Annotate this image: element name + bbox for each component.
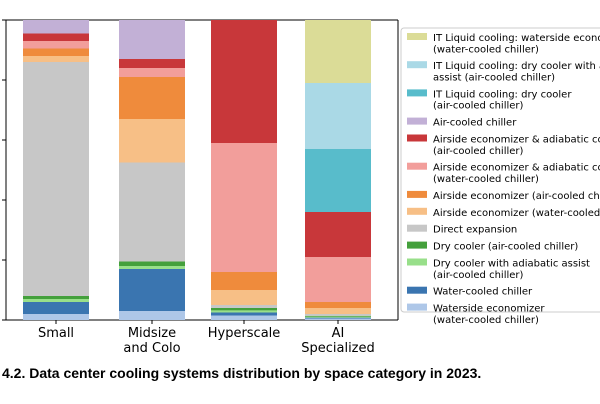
legend-label: Waterside economizer [433,304,545,315]
legend-label: Airside economizer (air-cooled chiller) [433,191,600,202]
bar-segment [23,299,89,302]
legend-swatch [407,258,427,266]
bar-segment [119,266,185,269]
bar-segment [23,296,89,299]
bar-segment [23,33,89,41]
bar-segment [305,315,371,317]
bar-segment [211,310,277,313]
bar-segment [211,308,277,311]
bar-segment [23,302,89,314]
legend-label: Airside economizer (water-cooled chiller… [433,208,600,219]
legend-label: Direct expansion [433,225,517,236]
bar-segment [119,311,185,320]
bar-segment [305,317,371,319]
bar-segment [119,269,185,311]
bar-segment [305,83,371,149]
bar-segment [305,318,371,320]
legend-swatch [407,286,427,294]
legend-swatch [407,303,427,311]
legend-swatch [407,224,427,232]
bar-segment [305,314,371,316]
bar-segment [211,272,277,290]
legend-label: (air-cooled chiller) [433,146,524,157]
legend-swatch [407,162,427,170]
bar-segment [119,59,185,68]
bar-segment [305,302,371,308]
legend-label: (air-cooled chiller) [433,101,524,112]
bar-segment [119,20,185,59]
bar-segment [119,162,185,262]
bar-segment [211,315,277,320]
bar-segment [305,212,371,257]
x-tick-label: Small [38,326,74,341]
legend-label: Dry cooler with adiabatic assist [433,259,590,270]
bar-segment [23,314,89,320]
bar-segment [211,143,277,272]
legend-box [400,27,600,313]
legend-swatch [407,61,427,69]
legend-label: (water-cooled chiller) [433,315,539,326]
legend-swatch [407,33,427,40]
bar-segment [305,308,371,314]
x-tick-label: Midsize [128,326,176,341]
legend-swatch [407,89,427,97]
legend-label: Water-cooled chiller [433,287,533,298]
x-tick-label: and Colo [123,341,180,356]
legend-label: (water-cooled chiller) [433,174,539,185]
legend-label: Airside economizer & adiabatic cooling [433,135,600,146]
bar-segment [211,20,277,143]
legend-label: IT Liquid cooling: dry cooler with adiab… [433,61,600,72]
figure-caption: 4.2. Data center cooling systems distrib… [2,365,482,381]
legend-swatch [407,190,427,198]
legend-label: Airside economizer & adiabatic cooling [433,163,600,174]
bar-segment [305,149,371,212]
bar-segment [23,41,89,49]
bar-segment [211,290,277,305]
bar-segment [119,119,185,163]
legend-label: IT Liquid cooling: waterside economizer [433,33,600,44]
bar-segment [305,20,371,83]
legend-label: (air-cooled chiller) [433,270,524,281]
legend-label: IT Liquid cooling: dry cooler [433,89,572,100]
legend-swatch [407,241,427,249]
bar-segment [119,77,185,119]
x-tick-label: AI [332,326,345,341]
legend-swatch [407,117,427,125]
bar-segment [23,56,89,62]
legend-label: Dry cooler (air-cooled chiller) [433,242,578,253]
bar-segment [211,305,277,308]
x-tick-label: Specialized [301,341,375,356]
bar-segment [119,261,185,266]
bar-segment [211,312,277,316]
legend-swatch [407,207,427,215]
legend-label: Air-cooled chiller [433,118,517,129]
legend-label: (water-cooled chiller) [433,44,539,55]
bar-segment [23,62,89,296]
bar-segment [23,20,89,34]
bar-segment [23,48,89,56]
bar-segment [305,316,371,318]
legend-label: assist (air-cooled chiller) [433,73,555,84]
legend-swatch [407,134,427,142]
x-tick-label: Hyperscale [208,326,281,341]
bar-segment [305,257,371,302]
bar-segment [119,68,185,77]
